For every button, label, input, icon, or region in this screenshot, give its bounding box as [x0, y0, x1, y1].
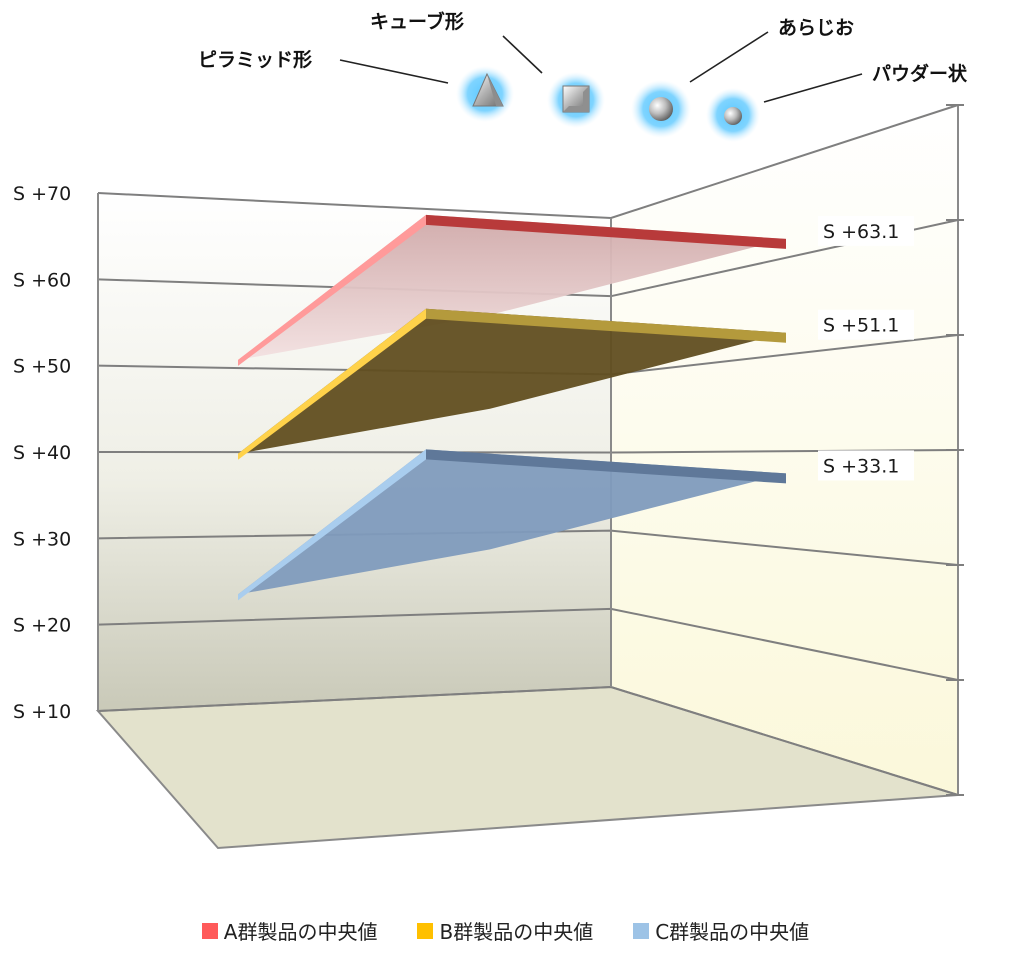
y-tick-label: S +10 — [13, 701, 71, 723]
series-plane-edge — [426, 449, 786, 484]
shape-label-pyramid: ピラミッド形 — [198, 49, 312, 71]
legend-label-c: C群製品の中央値 — [655, 920, 810, 944]
value-label: S +63.1 — [823, 221, 899, 243]
legend-swatch-c — [633, 922, 650, 939]
legend-swatch-a — [201, 922, 218, 939]
value-label-background — [818, 309, 914, 340]
series-plane — [238, 308, 786, 454]
series-plane — [238, 449, 786, 595]
value-label: S +33.1 — [823, 455, 899, 477]
y-tick-label: S +20 — [13, 615, 71, 637]
y-tick-label: S +50 — [13, 356, 71, 378]
legend-item-a: A群製品の中央値 — [201, 916, 378, 945]
pyramid-icon — [456, 66, 514, 122]
y-tick-label: S +30 — [13, 528, 71, 550]
value-labels: S +63.1 S +51.1 S +33.1 — [818, 215, 914, 481]
y-tick-label: S +40 — [13, 442, 71, 464]
value-label-background — [818, 450, 914, 481]
series-planes — [238, 214, 786, 601]
legend-label-a: A群製品の中央値 — [223, 920, 378, 944]
series-plane-edge — [426, 214, 786, 249]
legend-label-b: B群製品の中央値 — [439, 920, 594, 944]
shape-callout-lines — [339, 31, 863, 103]
series-plane-edge — [238, 449, 426, 601]
series-plane — [238, 214, 786, 360]
value-label-background — [818, 215, 914, 246]
legend: A群製品の中央値 B群製品の中央値 C群製品の中央値 — [0, 916, 1011, 945]
legend-item-b: B群製品の中央値 — [417, 916, 593, 945]
shape-label-cube: キューブ形 — [370, 10, 464, 33]
series-plane-edge — [238, 308, 426, 460]
cube-icon — [547, 72, 605, 128]
large-sphere-icon — [631, 80, 691, 138]
shape-icons — [456, 66, 760, 142]
shape-label-large-sphere: あらじお — [778, 17, 854, 39]
legend-swatch-b — [417, 922, 434, 939]
shape-label-powder: パウダー状 — [872, 62, 968, 85]
y-tick-label: S +70 — [13, 183, 71, 205]
series-plane-edge — [238, 214, 426, 366]
y-tick-labels: S +10 S +20 S +30 S +40 S +50 S +60 S +70 — [13, 104, 964, 796]
value-label: S +51.1 — [823, 315, 899, 337]
series-plane-edge — [426, 308, 786, 343]
small-sphere-icon — [706, 88, 760, 142]
legend-item-c: C群製品の中央値 — [633, 916, 809, 945]
y-tick-label: S +60 — [13, 269, 71, 291]
